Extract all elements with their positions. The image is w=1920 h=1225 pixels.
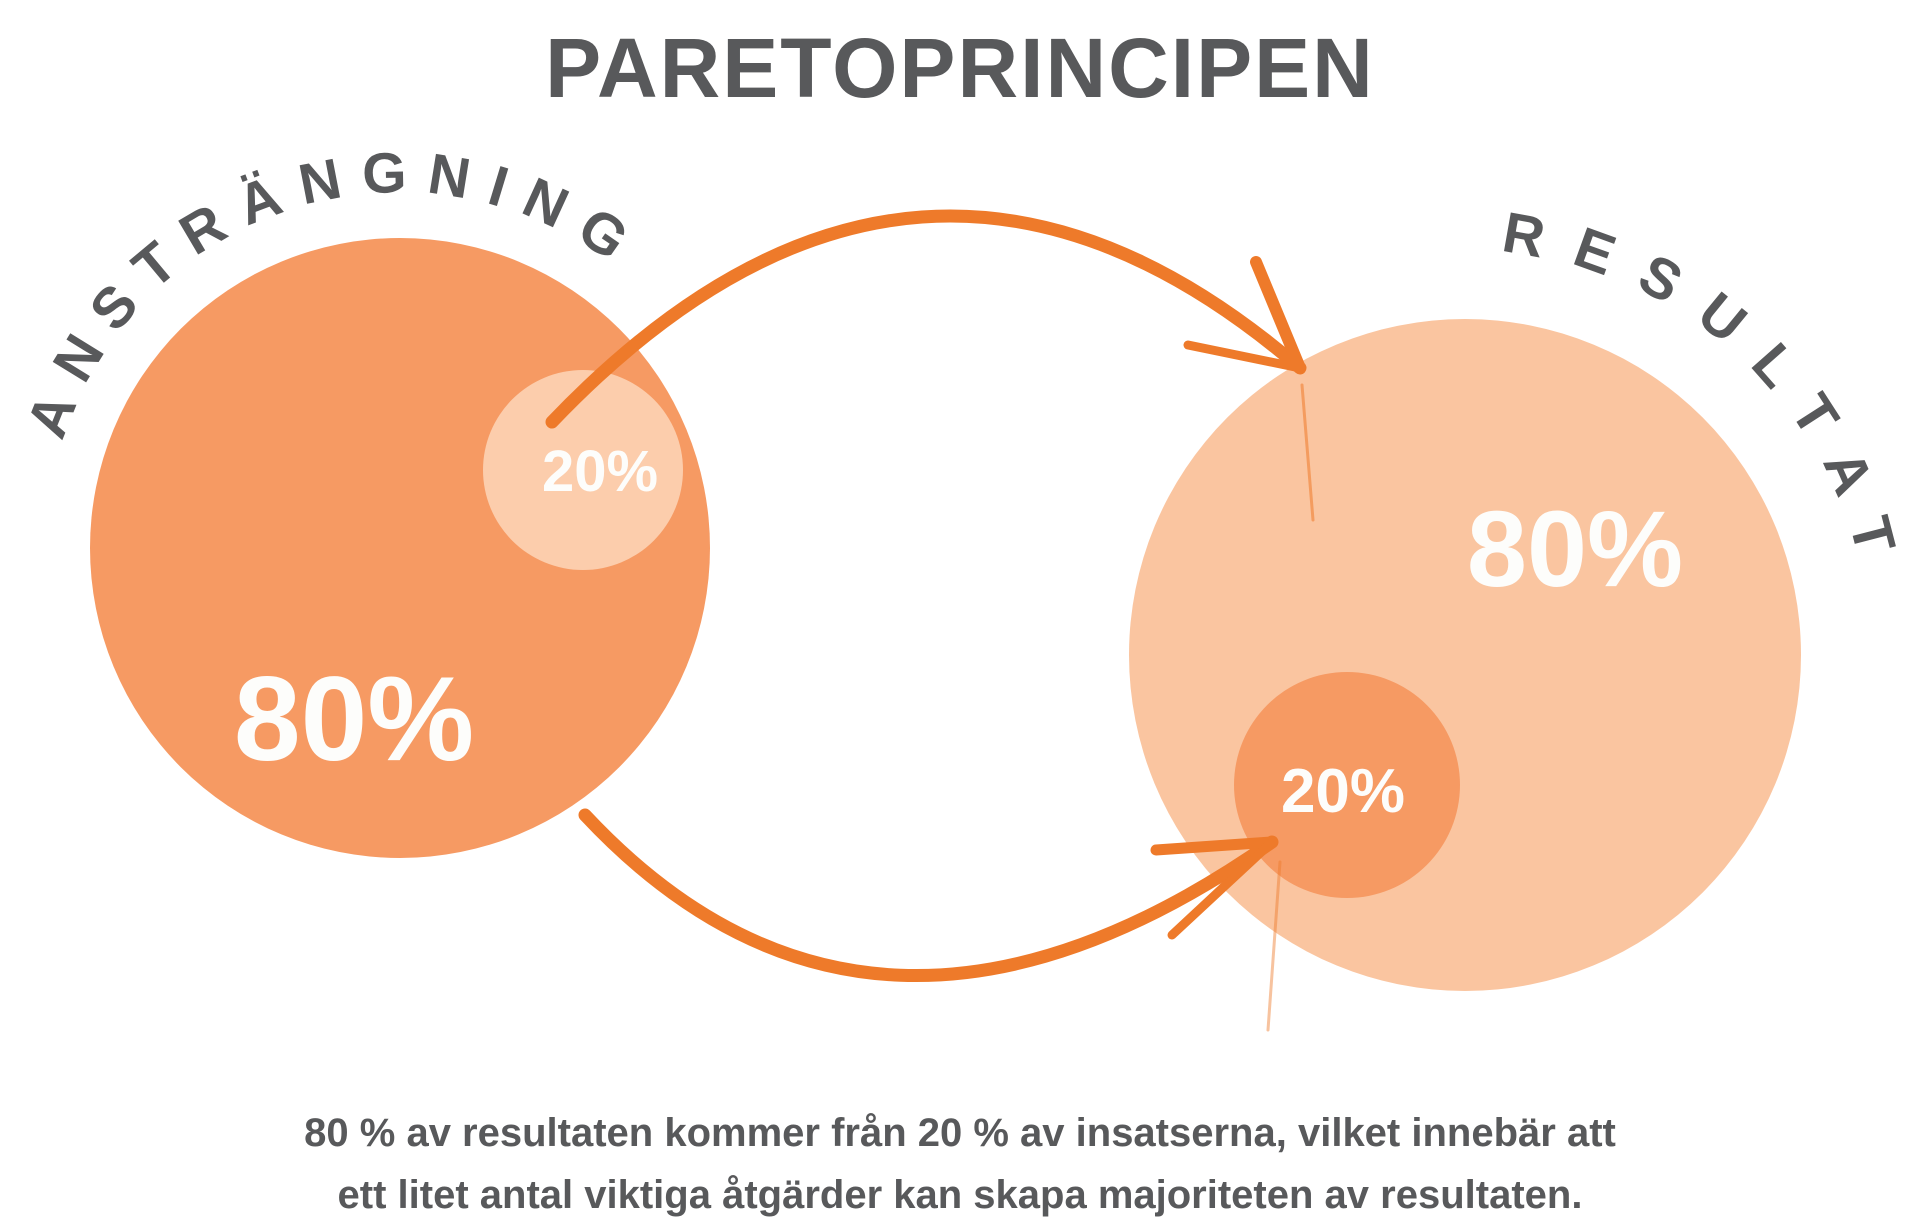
arrow-top [545, 209, 1315, 522]
result-minority-circle [1234, 672, 1460, 898]
caption-line-1: 80 % av resultaten kommer från 20 % av i… [304, 1111, 1616, 1155]
effort-minority-value: 20% [542, 439, 658, 504]
arrow-bottom-barb-upper [1150, 836, 1278, 856]
effort-majority-value: 80% [234, 652, 474, 786]
arrow-top-barb-upper [1250, 256, 1306, 374]
arrow-bottom-barb-lower [1167, 837, 1277, 940]
effort-group: ANSTRÄNGNING 80% 20% [14, 141, 710, 858]
arrow-top-shaft [545, 209, 1307, 429]
arrow-bottom-shaft [578, 808, 1279, 983]
arrow-bottom-dribble [1266, 860, 1282, 1032]
result-majority-value: 80% [1467, 488, 1683, 609]
arrow-top-barb-lower [1183, 340, 1305, 373]
result-minority-value: 20% [1281, 757, 1405, 826]
caption-line-2: ett litet antal viktiga åtgärder kan ska… [338, 1173, 1583, 1217]
arrow-top-dribble [1300, 383, 1315, 522]
arrow-bottom [578, 808, 1282, 1032]
effort-minority-circle [483, 370, 683, 570]
result-majority-circle [1129, 319, 1801, 991]
page-title: PARETOPRINCIPEN [545, 21, 1375, 115]
caption: 80 % av resultaten kommer från 20 % av i… [304, 1111, 1616, 1217]
